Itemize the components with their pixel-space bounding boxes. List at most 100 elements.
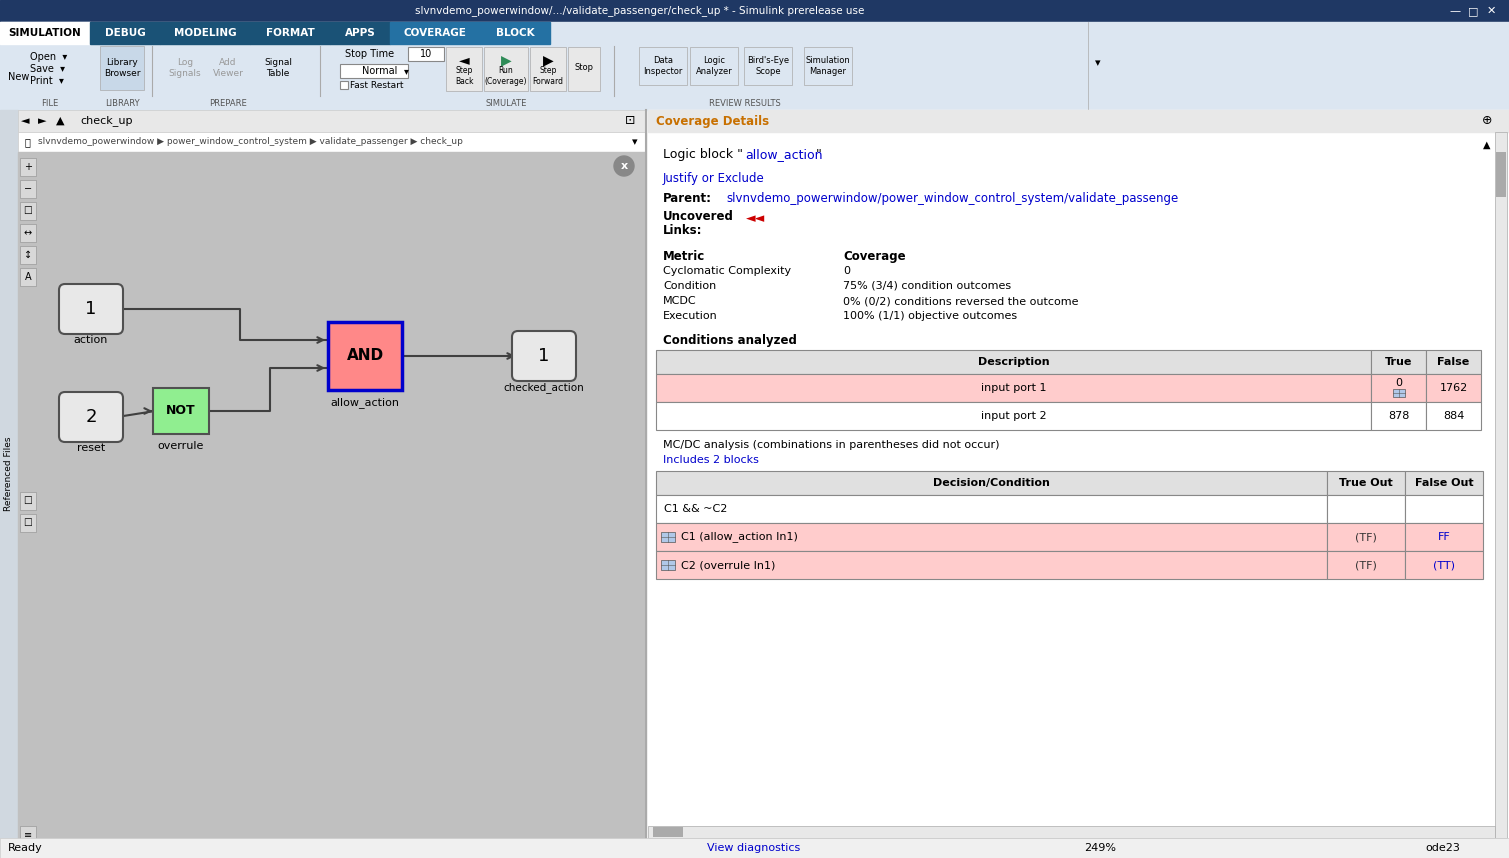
Text: C2 (overrule In1): C2 (overrule In1) (681, 560, 776, 570)
Text: Description: Description (978, 357, 1049, 367)
Text: Parent:: Parent: (662, 192, 712, 205)
Text: 10: 10 (420, 49, 432, 59)
Text: □: □ (1468, 6, 1479, 16)
Bar (160, 22, 250, 44)
Bar (804, 47, 853, 85)
Text: ▶: ▶ (501, 53, 512, 67)
Text: Bird's-Eye
Scope: Bird's-Eye Scope (747, 57, 789, 76)
Bar (0, 0, 1509, 22)
Bar (661, 560, 675, 570)
Text: slvnvdemo_powerwindow/power_window_control_system/validate_passenge: slvnvdemo_powerwindow/power_window_contr… (726, 192, 1179, 205)
Text: action: action (74, 335, 109, 345)
Text: ▲: ▲ (56, 116, 65, 126)
Circle shape (614, 156, 634, 176)
Text: FORMAT: FORMAT (266, 28, 314, 38)
Bar (647, 110, 1509, 132)
Text: ▾: ▾ (1096, 58, 1100, 68)
Bar (656, 350, 1372, 374)
Text: Conditions analyzed: Conditions analyzed (662, 334, 797, 347)
Bar (656, 523, 1326, 551)
Text: ": " (816, 148, 822, 161)
Bar (18, 132, 644, 152)
Bar (20, 180, 36, 198)
Text: (TF): (TF) (1355, 532, 1376, 542)
Text: Simulation
Manager: Simulation Manager (806, 57, 851, 76)
Text: C1 (allow_action In1): C1 (allow_action In1) (681, 532, 798, 542)
Bar (480, 22, 549, 44)
Text: ≡: ≡ (24, 830, 32, 840)
Bar (1426, 402, 1480, 430)
Bar (656, 471, 1326, 495)
Text: DEBUG: DEBUG (104, 28, 145, 38)
Text: —: — (1450, 6, 1461, 16)
Text: Stop: Stop (575, 63, 593, 72)
Text: ▾: ▾ (404, 66, 409, 76)
Bar (340, 81, 349, 89)
Text: Save  ▾: Save ▾ (30, 64, 65, 74)
Bar (1405, 523, 1483, 551)
Text: Fast Restart: Fast Restart (350, 81, 403, 89)
Text: slvnvdemo_powerwindow/.../validate_passenger/check_up * - Simulink prerelease us: slvnvdemo_powerwindow/.../validate_passe… (415, 5, 865, 16)
Text: BLOCK: BLOCK (495, 28, 534, 38)
Text: slvnvdemo_powerwindow ▶ power_window_control_system ▶ validate_passenger ▶ check: slvnvdemo_powerwindow ▶ power_window_con… (38, 137, 463, 147)
Bar (1405, 495, 1483, 523)
Bar (690, 47, 738, 85)
Bar (0, 44, 1509, 110)
Text: checked_action: checked_action (504, 383, 584, 394)
Text: Cyclomatic Complexity: Cyclomatic Complexity (662, 266, 791, 276)
Text: APPS: APPS (344, 28, 376, 38)
Bar (1393, 389, 1405, 397)
Text: NOT: NOT (166, 404, 196, 418)
Text: Decision/Condition: Decision/Condition (933, 478, 1050, 488)
Bar (661, 532, 675, 542)
Text: Referenced Files: Referenced Files (5, 437, 14, 511)
Text: ▾: ▾ (632, 137, 638, 147)
Bar (1426, 350, 1480, 374)
Bar (20, 224, 36, 242)
Text: Library
Browser: Library Browser (104, 58, 140, 78)
Bar (20, 268, 36, 286)
Text: Execution: Execution (662, 311, 718, 321)
Text: Data
Inspector: Data Inspector (643, 57, 682, 76)
Text: MCDC: MCDC (662, 296, 697, 306)
Text: Logic block ": Logic block " (662, 148, 742, 161)
Bar (20, 492, 36, 510)
Text: Normal: Normal (362, 66, 397, 76)
Text: ↕: ↕ (24, 250, 32, 260)
Bar (567, 47, 601, 91)
Bar (656, 551, 1326, 579)
Text: 100% (1/1) objective outcomes: 100% (1/1) objective outcomes (844, 311, 1017, 321)
Bar (647, 110, 1509, 838)
Text: Logic
Analyzer: Logic Analyzer (696, 57, 732, 76)
Text: allow_action: allow_action (745, 148, 822, 161)
Bar (656, 374, 1372, 402)
Text: 884: 884 (1443, 411, 1464, 421)
Text: False: False (1438, 357, 1470, 367)
Bar (744, 47, 792, 85)
Bar (20, 826, 36, 844)
Text: Signal
Table: Signal Table (264, 58, 293, 78)
Text: 0: 0 (1394, 378, 1402, 388)
Text: Stop Time: Stop Time (346, 49, 394, 59)
Bar (656, 495, 1326, 523)
Text: +: + (24, 162, 32, 172)
Bar (340, 64, 407, 78)
Bar (656, 402, 1372, 430)
Bar (0, 22, 1509, 110)
Bar (484, 47, 528, 91)
Text: ☐: ☐ (24, 496, 32, 506)
Bar (530, 47, 566, 91)
Text: ►: ► (38, 116, 47, 126)
Text: ▶: ▶ (543, 53, 554, 67)
Bar (1495, 152, 1506, 197)
Text: COVERAGE: COVERAGE (403, 28, 466, 38)
Text: ↔: ↔ (24, 228, 32, 238)
Text: input port 1: input port 1 (981, 383, 1046, 393)
Text: ⊡: ⊡ (625, 114, 635, 128)
Text: Add
Viewer: Add Viewer (213, 58, 243, 78)
Bar (1372, 402, 1426, 430)
FancyBboxPatch shape (512, 331, 576, 381)
Text: 🔍: 🔍 (26, 137, 30, 147)
Text: AND: AND (347, 347, 383, 362)
Text: 1: 1 (539, 347, 549, 365)
